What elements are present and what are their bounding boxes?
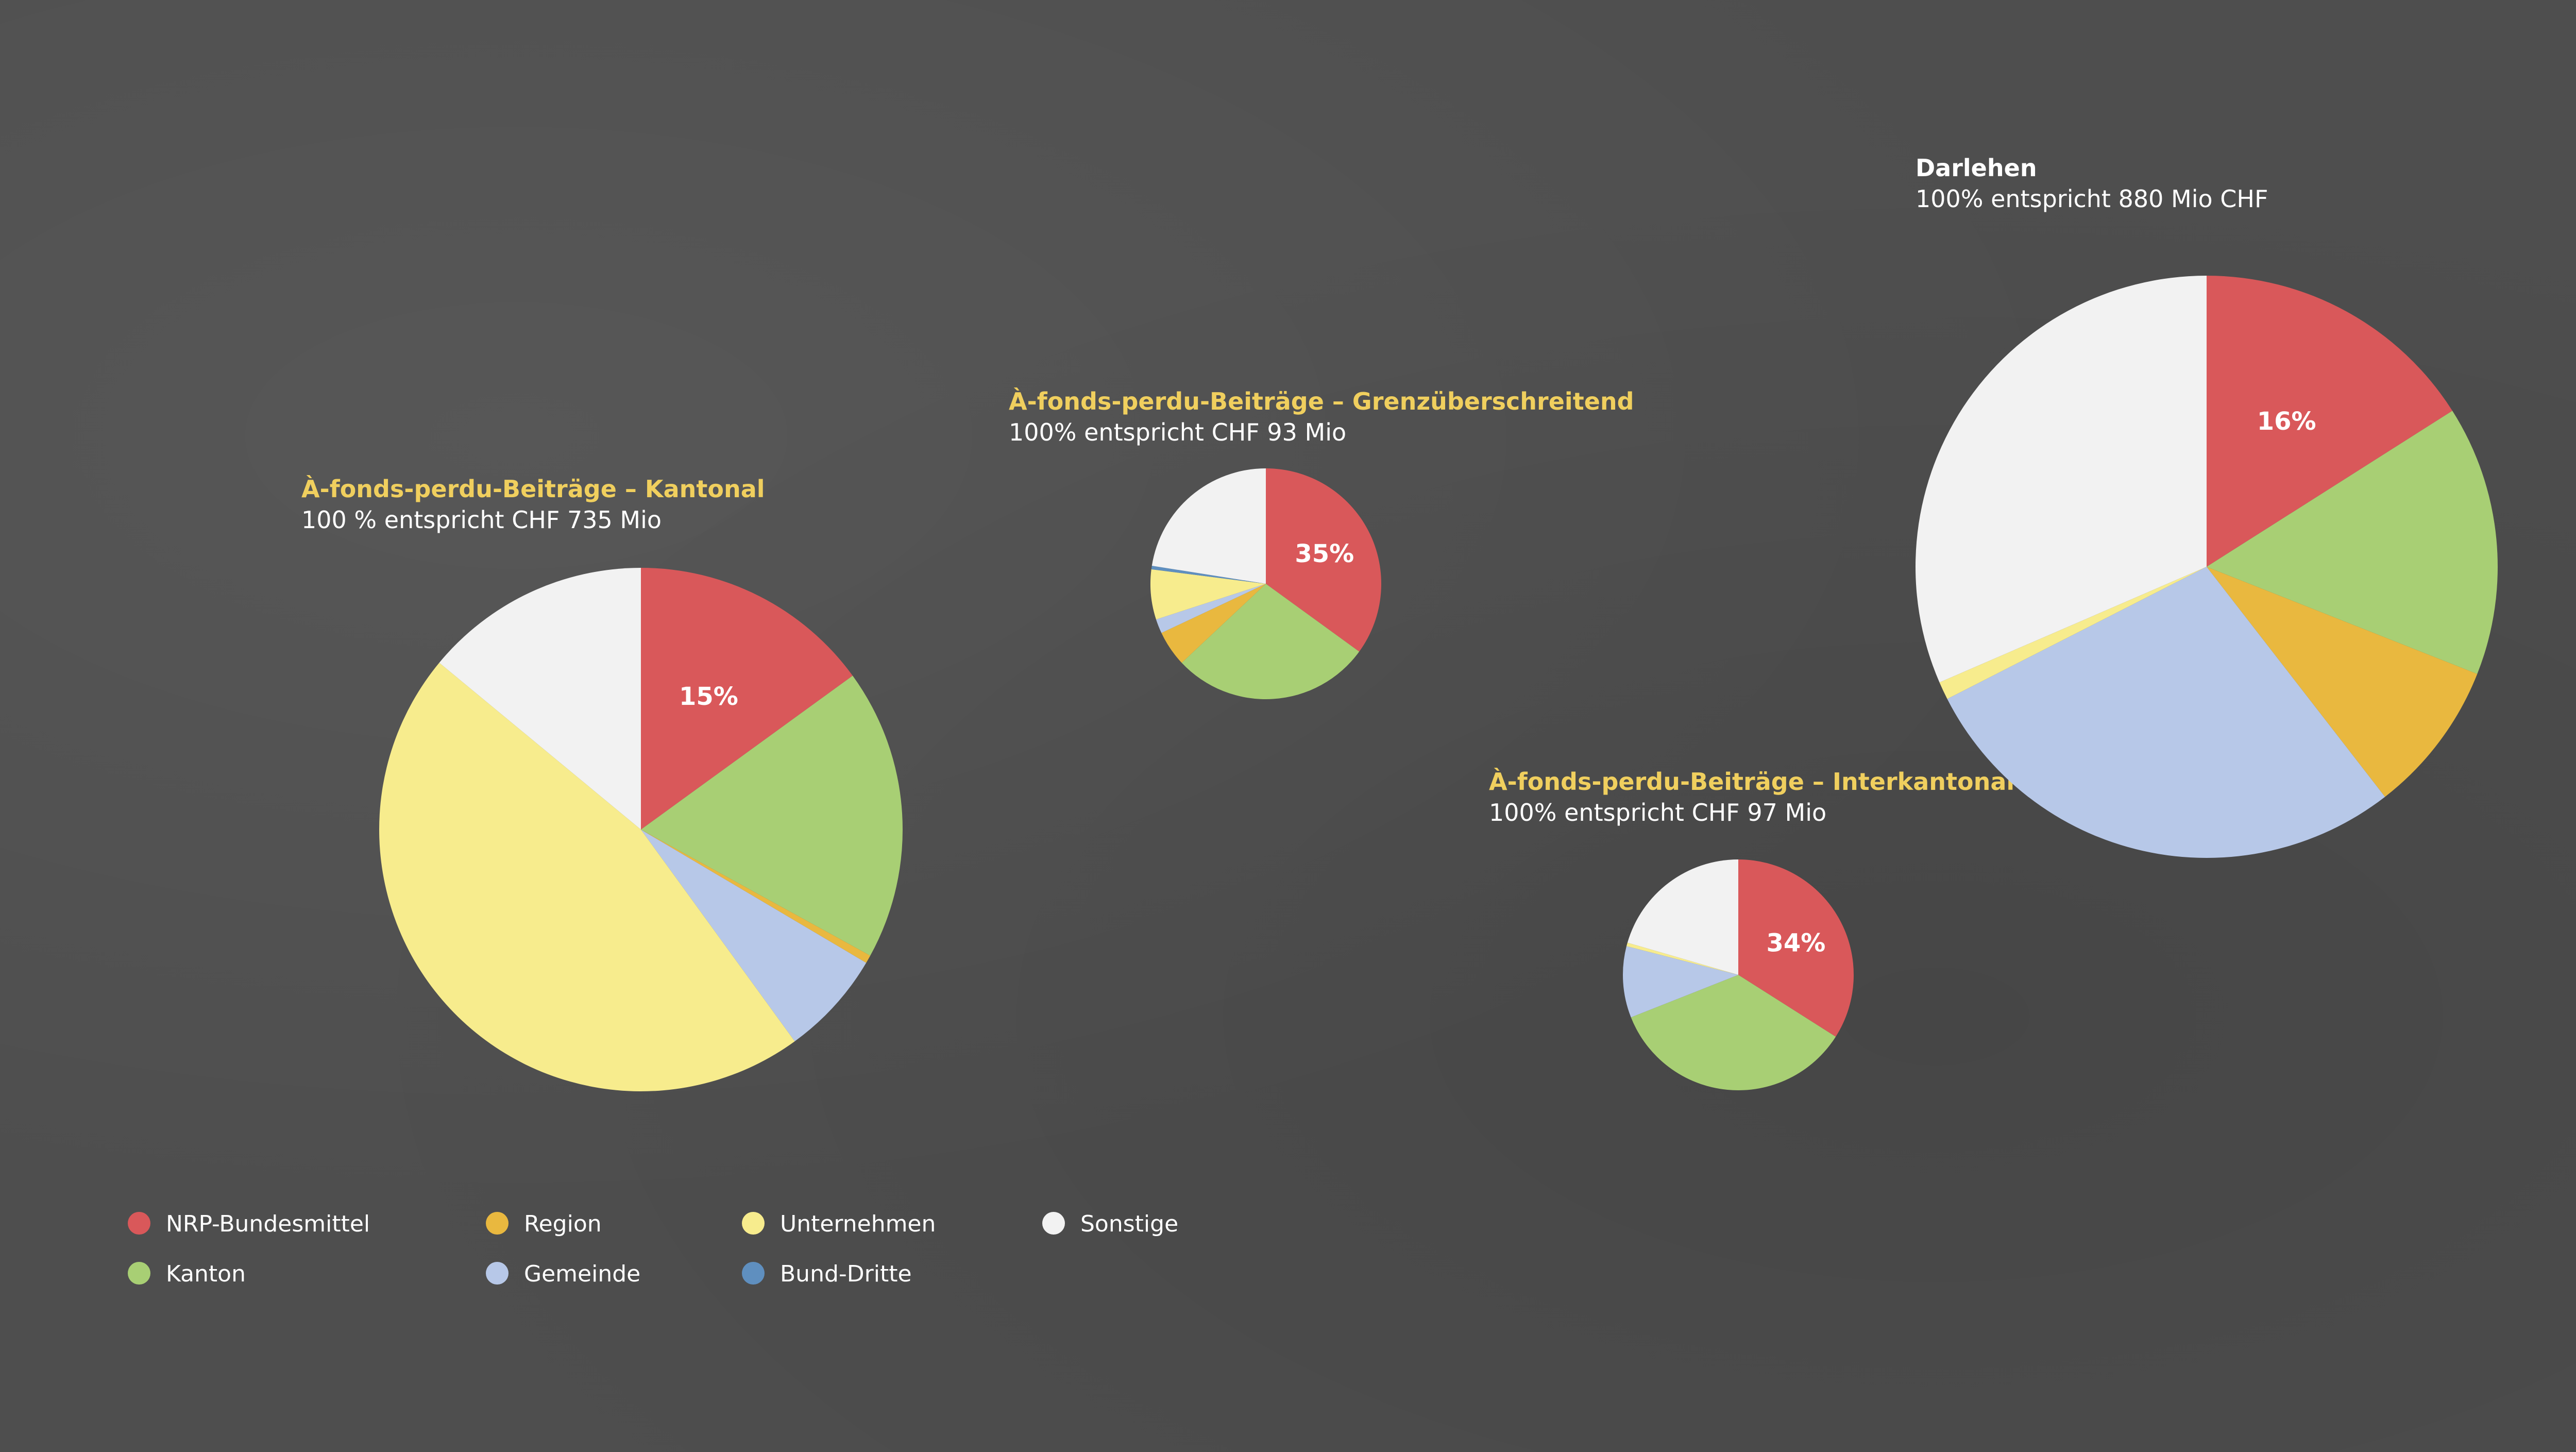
pie-slice-kanton bbox=[1181, 584, 1360, 700]
pie-slice-region bbox=[1161, 584, 1266, 663]
pie-chart-1: À-fonds-perdu-Beiträge – Kantonal 100 % e… bbox=[301, 475, 903, 1091]
chart-title: À-fonds-perdu-Beiträge – Grenzüberschrei… bbox=[1009, 387, 1634, 415]
legend-swatch bbox=[486, 1212, 509, 1235]
legend-item: Bund-Dritte bbox=[742, 1261, 912, 1287]
data-label: 35% bbox=[1295, 539, 1354, 568]
legend-label: Region bbox=[524, 1211, 602, 1237]
legend-label: NRP-Bundesmittel bbox=[166, 1211, 370, 1237]
pie-slice-kanton bbox=[641, 676, 903, 956]
legend-swatch bbox=[486, 1262, 509, 1285]
chart-title: Darlehen bbox=[1916, 154, 2037, 182]
pie-slice-unternehmen bbox=[1939, 567, 2207, 699]
pie-slice-kanton bbox=[2207, 411, 2498, 674]
legend-item: Unternehmen bbox=[742, 1211, 936, 1237]
data-label: 15% bbox=[679, 682, 738, 711]
pie-slice-gemeinde bbox=[1623, 946, 1738, 1018]
legend-swatch bbox=[742, 1212, 765, 1235]
chart-subtitle: 100 % entspricht CHF 735 Mio bbox=[301, 506, 662, 534]
pie-slice-region bbox=[2207, 567, 2478, 797]
pie-slice-gemeinde bbox=[641, 830, 867, 1041]
pie-slice-sonstige bbox=[1916, 276, 2207, 683]
chart-subtitle: 100% entspricht CHF 97 Mio bbox=[1489, 799, 1826, 826]
pie-chart-3: À-fonds-perdu-Beiträge – Interkantonal 10… bbox=[1489, 768, 2014, 1090]
legend-item: Gemeinde bbox=[486, 1261, 640, 1287]
pie-slice-unternehmen bbox=[1150, 569, 1266, 620]
pie-slice-nrp-bundesmittel bbox=[2207, 276, 2453, 567]
pie-slice-unternehmen bbox=[379, 663, 795, 1091]
legend-swatch bbox=[128, 1212, 150, 1235]
pie-slice-nrp-bundesmittel bbox=[1738, 859, 1854, 1037]
legend-label: Kanton bbox=[166, 1261, 246, 1287]
data-label: 16% bbox=[2257, 407, 2316, 436]
chart-title: À-fonds-perdu-Beiträge – Kantonal bbox=[301, 475, 765, 503]
legend-swatch bbox=[742, 1262, 765, 1285]
pie-slice-sonstige bbox=[1627, 859, 1738, 975]
legend-item: Sonstige bbox=[1042, 1211, 1178, 1237]
legend-item: NRP-Bundesmittel bbox=[128, 1211, 370, 1237]
chart-title: À-fonds-perdu-Beiträge – Interkantonal bbox=[1489, 768, 2014, 796]
pie-slice-bund-dritte bbox=[1151, 565, 1266, 584]
chart-subtitle: 100% entspricht CHF 93 Mio bbox=[1009, 418, 1346, 446]
legend-label: Unternehmen bbox=[780, 1211, 936, 1237]
pie-slice-gemeinde bbox=[1947, 567, 2385, 858]
legend-label: Bund-Dritte bbox=[780, 1261, 912, 1287]
chart-subtitle: 100% entspricht 880 Mio CHF bbox=[1916, 185, 2268, 213]
legend-swatch bbox=[1042, 1212, 1065, 1235]
pie-slice-gemeinde bbox=[1156, 584, 1266, 633]
pie-slice-sonstige bbox=[1151, 468, 1266, 584]
legend-item: Kanton bbox=[128, 1261, 246, 1287]
pie-slice-kanton bbox=[1631, 975, 1836, 1090]
legend-label: Sonstige bbox=[1080, 1211, 1178, 1237]
pie-chart-2: À-fonds-perdu-Beiträge – Grenzüberschrei… bbox=[1009, 387, 1634, 700]
legend-label: Gemeinde bbox=[524, 1261, 640, 1287]
pie-chart-4: Darlehen 100% entspricht 880 Mio CHF 16% bbox=[1916, 154, 2498, 858]
legend: NRP-Bundesmittel Region Unternehmen Sonstig… bbox=[128, 1211, 1178, 1287]
pie-slice-region bbox=[641, 830, 871, 963]
legend-item: Region bbox=[486, 1211, 602, 1237]
pie-slice-unternehmen bbox=[1626, 942, 1738, 975]
pie-slice-nrp-bundesmittel bbox=[641, 568, 853, 830]
pie-slice-nrp-bundesmittel bbox=[1266, 468, 1381, 652]
data-label: 34% bbox=[1766, 928, 1825, 957]
pie-slice-sonstige bbox=[439, 568, 641, 830]
legend-swatch bbox=[128, 1262, 150, 1285]
